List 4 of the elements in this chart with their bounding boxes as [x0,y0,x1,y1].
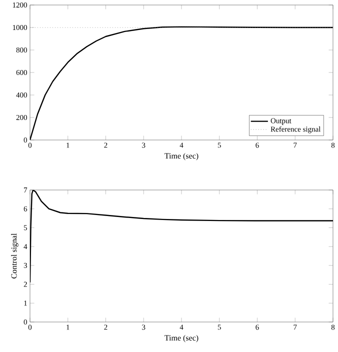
x-axis-title: Time (sec) [164,152,198,160]
y-axis-title: Control signal [11,233,18,278]
line-series [30,26,333,140]
x-axis-title: Time (sec) [164,334,198,342]
